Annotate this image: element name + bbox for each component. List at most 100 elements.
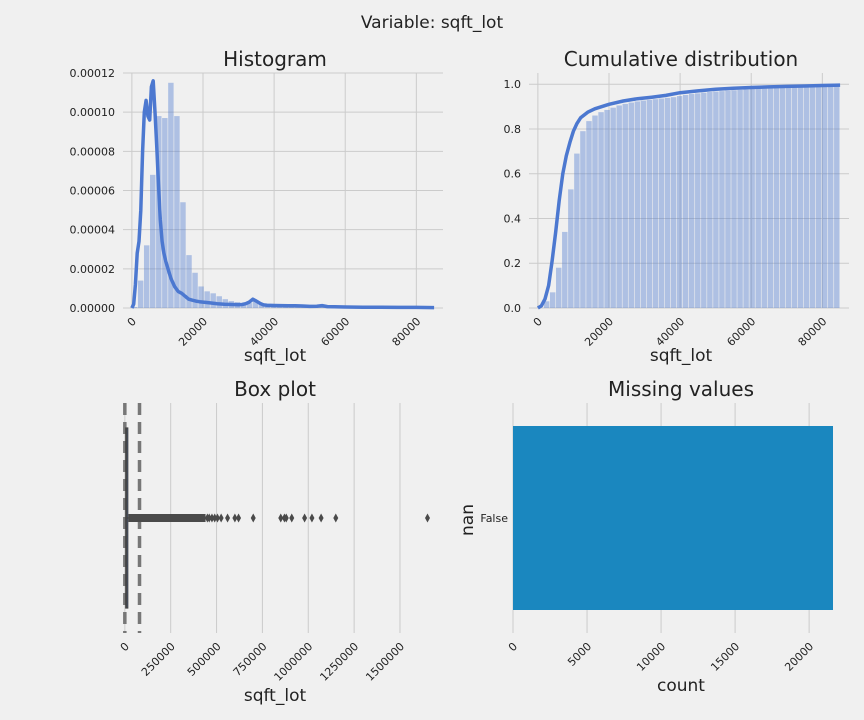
cumulative-bar xyxy=(755,88,761,308)
cumulative-curve xyxy=(536,83,841,310)
cumulative-bar xyxy=(622,103,628,308)
cumulative-bar xyxy=(616,105,622,308)
boxplot-outlier xyxy=(424,513,430,523)
missing-bar xyxy=(513,426,833,610)
cumulative-bar xyxy=(791,86,798,308)
boxplot-outlier xyxy=(236,513,242,523)
cumulative-ytick-5: 1.0 xyxy=(504,78,522,91)
cumulative-bar xyxy=(670,97,677,309)
cumulative-bar xyxy=(549,292,556,308)
cumulative-bar xyxy=(676,96,683,308)
boxplot-body xyxy=(123,403,430,633)
cumulative-ytick-1: 0.2 xyxy=(504,257,522,270)
histogram-ytick-0: 0.00000 xyxy=(70,302,116,315)
cumulative-bar xyxy=(834,85,840,308)
cumulative-ytick-0: 0.0 xyxy=(504,302,522,315)
histogram-ytick-4: 0.00008 xyxy=(70,145,116,158)
cumulative-bar xyxy=(773,87,780,308)
cumulative-bars xyxy=(537,85,840,309)
boxplot-outlier xyxy=(232,513,238,523)
cumulative-bar xyxy=(658,98,665,308)
boxplot-outlier xyxy=(209,513,215,523)
boxplot-outlier xyxy=(318,513,324,523)
cumulative-bar xyxy=(574,153,580,308)
boxplot-outlier xyxy=(206,513,212,523)
cumulative-bar xyxy=(785,87,792,308)
boxplot-outlier xyxy=(333,513,339,523)
histogram-bar xyxy=(198,286,204,308)
boxplot-outlier xyxy=(225,513,231,523)
histogram-kde xyxy=(130,79,435,310)
histogram-bar xyxy=(174,116,180,308)
histogram-ytick-2: 0.00004 xyxy=(70,224,116,237)
missing-title: Missing values xyxy=(608,377,754,401)
cumulative-grid xyxy=(529,73,849,309)
histogram-grid xyxy=(123,72,443,309)
boxplot-outlier xyxy=(212,513,218,523)
cumulative-bar xyxy=(797,86,804,309)
histogram-ytick-6: 0.00012 xyxy=(70,67,116,80)
cumulative-bar xyxy=(809,86,816,308)
histogram-xlabel: sqft_lot xyxy=(244,346,307,366)
cumulative-bar xyxy=(664,97,671,308)
cumulative-bar xyxy=(719,91,725,308)
boxplot-outlier xyxy=(283,513,289,523)
cumulative-bar xyxy=(586,121,592,308)
cumulative-bar xyxy=(779,87,786,308)
cumulative-bar xyxy=(556,267,562,308)
cumulative-bar xyxy=(731,90,737,308)
cumulative-line xyxy=(536,83,841,310)
histogram-bar xyxy=(210,293,216,308)
histogram-ytick-1: 0.00002 xyxy=(70,263,116,276)
cumulative-bar xyxy=(689,94,695,309)
cumulative-bar xyxy=(749,88,755,308)
cumulative-bar xyxy=(737,89,743,309)
boxplot-xlabel: sqft_lot xyxy=(244,686,307,706)
histogram-bar xyxy=(162,118,168,309)
missing-xlabel: count xyxy=(657,676,705,696)
cumulative-bar xyxy=(562,231,568,308)
cumulative-bar xyxy=(707,92,713,309)
histogram-bar xyxy=(186,255,192,308)
cumulative-bar xyxy=(640,100,647,309)
cumulative-bar xyxy=(725,90,731,308)
missing-ytick-0: False xyxy=(480,512,508,525)
histogram-bar xyxy=(192,272,198,308)
histogram-bar xyxy=(246,303,253,308)
histogram-bar xyxy=(143,245,150,308)
boxplot-outlier xyxy=(214,513,220,523)
boxplot-outlier xyxy=(302,513,308,523)
cumulative-bar xyxy=(828,85,834,309)
cumulative-ytick-3: 0.6 xyxy=(504,168,522,181)
histogram-title: Histogram xyxy=(223,47,327,71)
cumulative-bar xyxy=(701,92,707,308)
boxplot-outlier xyxy=(250,513,256,523)
cumulative-bar xyxy=(604,109,610,308)
cumulative-bar xyxy=(767,87,774,308)
cumulative-bar xyxy=(610,107,616,308)
cumulative-bar xyxy=(580,131,586,308)
histogram-ytick-5: 0.00010 xyxy=(70,106,116,119)
cumulative-ytick-2: 0.4 xyxy=(504,212,522,225)
cumulative-bar xyxy=(761,88,767,308)
histogram-line xyxy=(130,79,435,310)
boxplot-outlier xyxy=(218,513,224,523)
boxplot-outlier xyxy=(278,513,284,523)
cumulative-bar xyxy=(803,86,810,308)
histogram-bar xyxy=(180,202,186,308)
cumulative-title: Cumulative distribution xyxy=(564,47,798,71)
cumulative-bar xyxy=(543,301,550,308)
cumulative-bar xyxy=(821,85,828,308)
figure-title: Variable: sqft_lot xyxy=(361,13,504,33)
histogram-bar xyxy=(150,174,156,308)
cumulative-xlabel: sqft_lot xyxy=(650,346,713,366)
cumulative-bar xyxy=(652,99,659,308)
cumulative-bar xyxy=(598,112,604,309)
histogram-bar xyxy=(137,280,144,308)
histogram-bar xyxy=(252,300,259,308)
cumulative-bar xyxy=(592,115,598,309)
histogram-ytick-3: 0.00006 xyxy=(70,185,116,198)
cumulative-bar xyxy=(682,94,689,308)
missing-bar-group xyxy=(513,426,833,610)
